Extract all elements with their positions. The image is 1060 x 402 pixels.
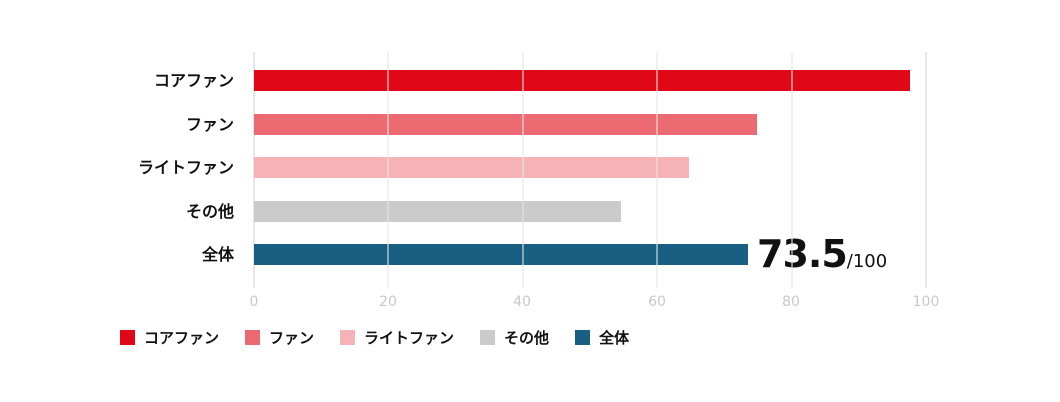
overall-score: 73.5/100 [757,232,887,276]
x-tick: 60 [648,294,666,310]
legend: コアファン ファン ライトファン その他 全体 [120,327,655,348]
x-tick: 80 [782,294,800,310]
bar-light-fan [254,157,689,178]
legend-item: ファン [245,327,314,348]
legend-label: ファン [269,329,315,347]
gridline-60 [656,52,659,288]
category-label: ファン [185,115,234,134]
score-value: 73.5 [757,232,848,276]
x-tick: 40 [513,294,531,310]
legend-swatch [575,330,591,345]
bar-other [254,201,621,222]
bar-overall [254,244,748,265]
legend-item: その他 [480,327,549,348]
legend-item: コアファン [120,327,219,348]
category-label: その他 [185,202,234,221]
legend-swatch [480,330,496,345]
x-tick: 0 [249,294,259,310]
legend-label: 全体 [599,329,630,347]
plot-area [253,52,927,288]
legend-label: コアファン [144,329,220,347]
gridline-80 [790,52,793,288]
x-tick: 100 [912,294,940,310]
category-label: 全体 [201,245,234,264]
score-max: /100 [846,251,888,272]
legend-label: ライトファン [364,329,455,347]
gridline-20 [387,52,390,288]
gridline-100 [925,52,927,288]
bar-core-fan [254,70,910,91]
category-label: コアファン [153,71,234,90]
gridline-40 [521,52,524,288]
bar-fan [254,114,757,135]
legend-label: その他 [504,329,550,347]
legend-item: ライトファン [340,327,454,348]
category-label: ライトファン [137,158,234,177]
x-tick: 20 [379,294,397,310]
legend-item: 全体 [575,327,629,348]
legend-swatch [340,330,356,345]
legend-swatch [245,330,261,345]
legend-swatch [120,330,135,345]
